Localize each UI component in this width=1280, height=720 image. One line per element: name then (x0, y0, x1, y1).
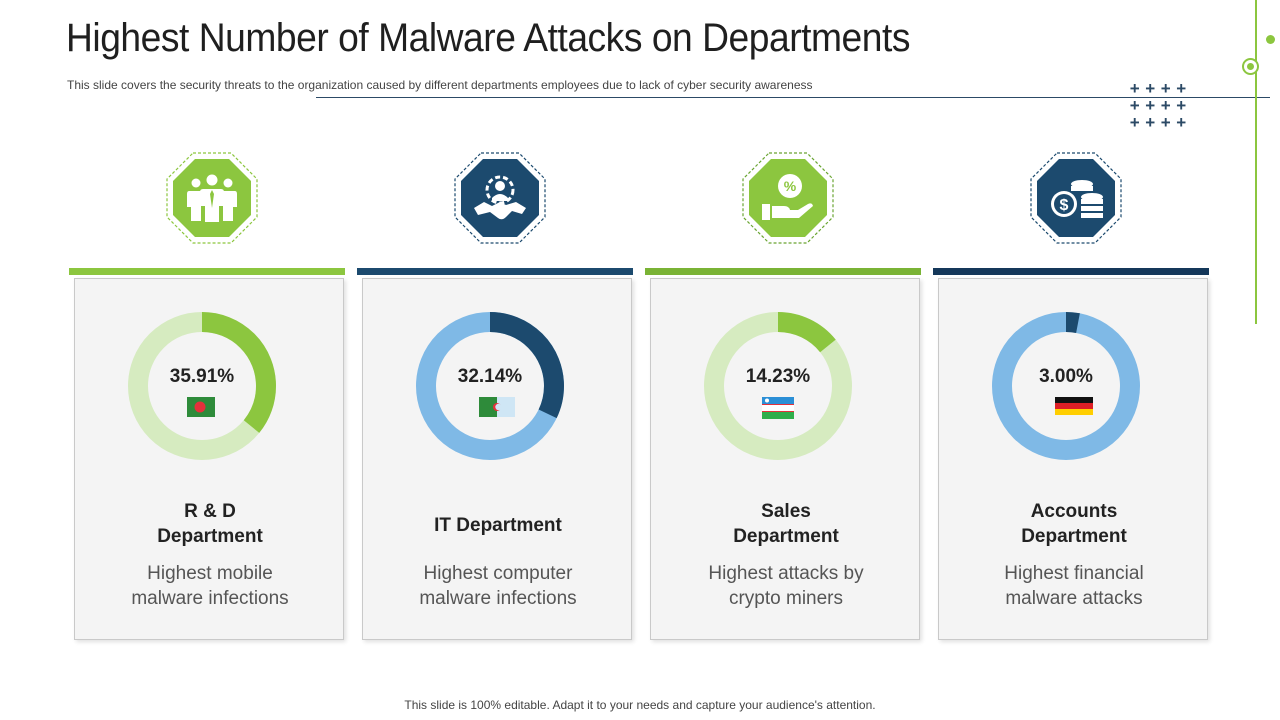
card-top-bar (69, 268, 345, 275)
percentage-label: 35.91% (169, 366, 235, 387)
percentage-label: 32.14% (457, 366, 523, 387)
uzbekistan-flag-icon (762, 397, 794, 419)
card-top-bar (933, 268, 1209, 275)
svg-text:$: $ (1060, 197, 1069, 214)
bangladesh-flag-icon (187, 397, 215, 417)
slide-footer: This slide is 100% editable. Adapt it to… (404, 698, 876, 712)
slide-title: Highest Number of Malware Attacks on Dep… (66, 16, 910, 60)
plus-pattern-decoration: + + + + + + + + + + + + (1129, 79, 1187, 132)
accent-dot (1266, 35, 1275, 44)
germany-flag-icon (1055, 397, 1093, 415)
svg-text:%: % (784, 178, 797, 194)
card-top-bar (645, 268, 921, 275)
percentage-donut-chart (703, 311, 853, 461)
department-description: Highest attacks by crypto miners (708, 563, 864, 609)
side-accent-line (1255, 0, 1257, 324)
department-description: Highest financial malware attacks (1004, 563, 1144, 609)
department-card: 32.14% IT Department Highest computer ma… (362, 278, 632, 640)
card-top-bar (357, 268, 633, 275)
algeria-flag-icon (479, 397, 515, 417)
percentage-donut-chart (415, 311, 565, 461)
department-name: IT Department (434, 515, 562, 536)
hand-percent-icon: % (742, 152, 834, 244)
coins-dollar-icon: $ (1030, 152, 1122, 244)
percentage-donut-chart (991, 311, 1141, 461)
department-description: Highest computer malware infections (419, 563, 577, 609)
department-card: 14.23% Sales Department Highest attacks … (650, 278, 920, 640)
percentage-donut-chart (127, 311, 277, 461)
department-card: 3.00% Accounts Department Highest financ… (938, 278, 1208, 640)
percentage-label: 3.00% (1039, 366, 1093, 387)
team-icon (166, 152, 258, 244)
accent-ring-dot (1242, 58, 1259, 75)
slide-subtitle: This slide covers the security threats t… (67, 78, 813, 92)
handshake-gear-icon (454, 152, 546, 244)
percentage-label: 14.23% (745, 366, 811, 387)
department-name: R & D Department (157, 501, 263, 547)
department-description: Highest mobile malware infections (131, 563, 289, 609)
department-name: Sales Department (733, 501, 839, 547)
header-divider (316, 97, 1270, 98)
department-card: 35.91% R & D Department Highest mobile m… (74, 278, 344, 640)
department-name: Accounts Department (1021, 501, 1127, 547)
